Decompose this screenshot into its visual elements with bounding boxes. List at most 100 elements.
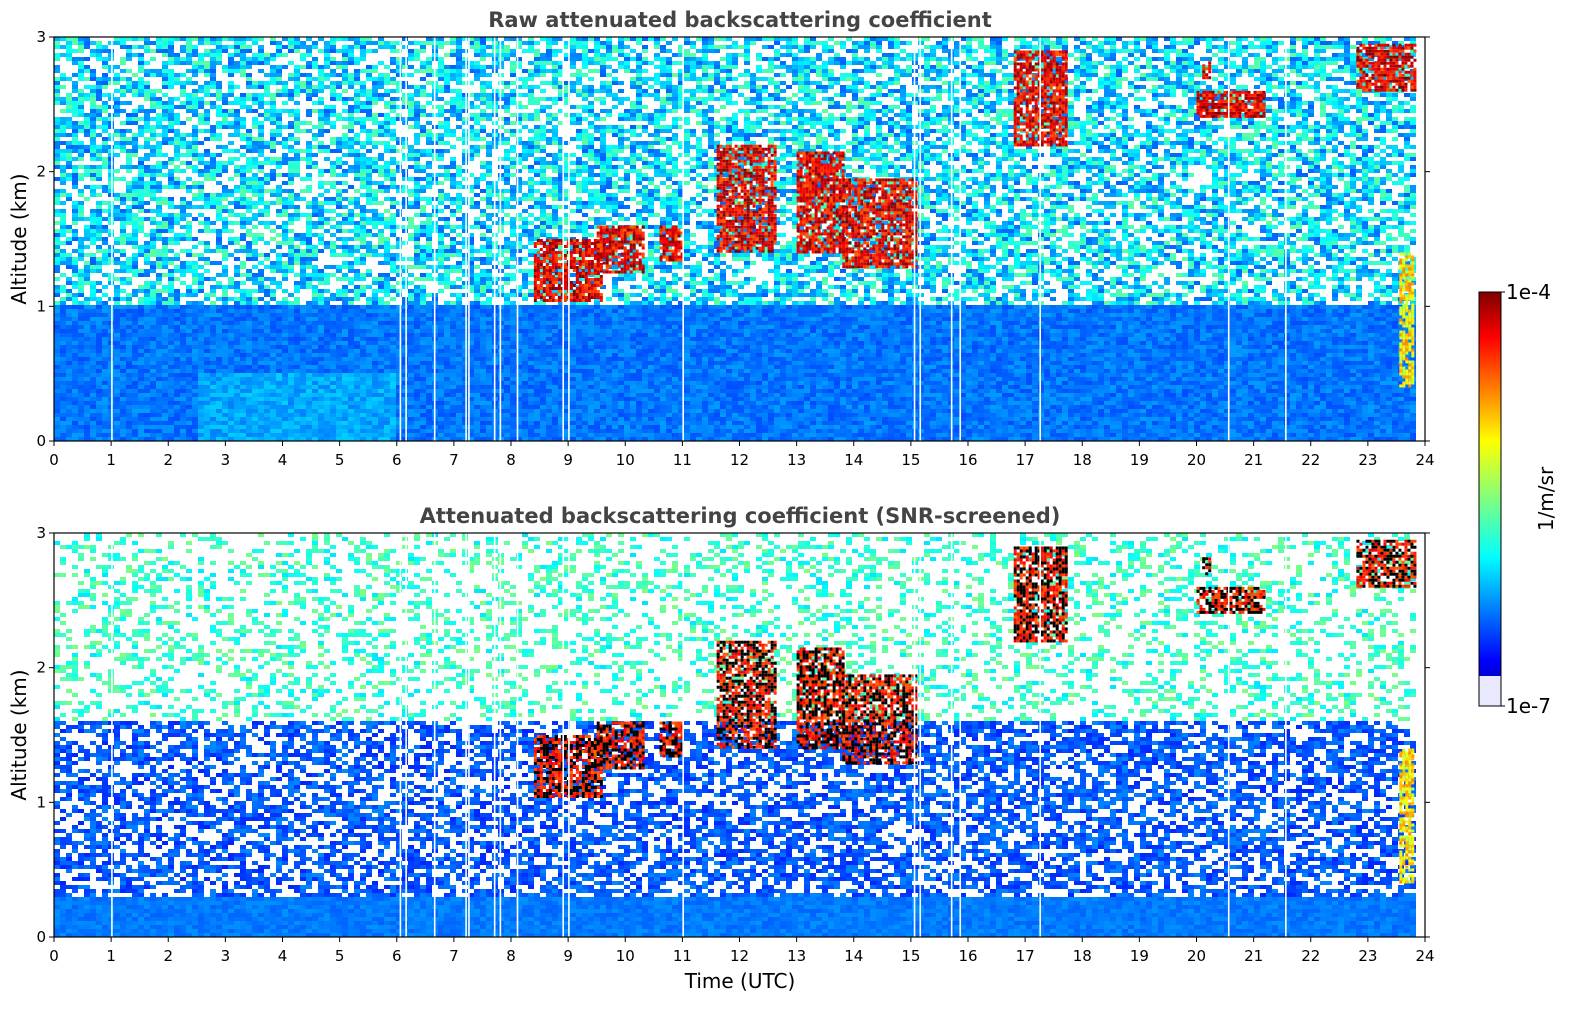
data-gap [517,533,519,937]
data-gap [1039,533,1041,937]
x-tick-label: 14 [844,947,863,965]
colorbar-unit-label: 1/m/sr [1534,466,1558,531]
x-tick-label: 9 [563,451,573,469]
data-gap [465,533,467,937]
x-ticks: 0 1 2 3 4 5 6 7 8 9 10 11 12 13 14 15 16 17 18 19 20 21 22 23 24 [49,937,1434,965]
data-gap [682,37,684,441]
x-tick-label: 13 [787,947,806,965]
x-ticks: 0 1 2 3 4 5 6 7 8 9 10 11 12 13 14 15 16 17 18 19 20 21 22 23 24 [49,441,1434,469]
data-gap [682,533,684,937]
data-gap [405,533,407,937]
y-tick-label: 3 [36,28,46,46]
x-tick-label: 15 [901,947,920,965]
x-tick-label: 6 [392,947,402,965]
cloud-patch [660,226,684,262]
x-tick-label: 8 [506,947,516,965]
x-tick-label: 7 [449,947,459,965]
data-gap [568,37,570,441]
x-tick-label: 1 [106,947,116,965]
panel-raw: Raw attenuated backscattering coefficien… [7,8,1435,469]
cloud-patch [660,722,684,758]
x-tick-label: 23 [1358,947,1377,965]
data-gap [465,37,467,441]
data-gap [111,533,113,937]
data-gap [400,533,402,937]
heatmap-area [54,533,1425,937]
x-tick-label: 13 [787,451,806,469]
cloud-patch [717,145,777,253]
x-tick-label: 4 [278,947,288,965]
colorbar-max-label: 1e-4 [1506,280,1551,304]
x-tick-label: 0 [49,451,59,469]
colorbar-low-band [1479,676,1501,706]
x-tick-label: 19 [1130,451,1149,469]
x-tick-label: 23 [1358,451,1377,469]
data-gap [914,533,916,937]
data-gap [1228,37,1230,441]
data-gap [405,37,407,441]
y-tick-label: 0 [36,928,46,946]
x-tick-label: 0 [49,947,59,965]
x-tick-label: 12 [730,947,749,965]
data-gap [562,37,564,441]
x-tick-label: 22 [1301,947,1320,965]
y-axis-label: Altitude (km) [7,173,31,304]
x-tick-label: 2 [163,451,173,469]
x-tick-label: 12 [730,451,749,469]
y-tick-label: 0 [36,432,46,450]
x-tick-label: 17 [1016,451,1035,469]
x-tick-label: 11 [673,947,692,965]
x-tick-label: 18 [1073,947,1092,965]
x-tick-label: 3 [221,947,231,965]
cloud-patch [1197,91,1266,118]
data-gap [951,37,953,441]
x-tick-label: 6 [392,451,402,469]
data-gap [434,37,436,441]
panel-screened: Attenuated backscattering coefficient (S… [7,504,1435,965]
data-gap [1285,533,1287,937]
data-gap [517,37,519,441]
x-tick-label: 18 [1073,451,1092,469]
y-axis-label: Altitude (km) [7,669,31,800]
x-tick-label: 10 [616,947,635,965]
heatmap-area [54,37,1425,441]
x-tick-label: 21 [1244,947,1263,965]
panel-title: Raw attenuated backscattering coefficien… [488,8,992,32]
data-gap [919,533,921,937]
x-tick-label: 24 [1415,451,1434,469]
data-gap [914,37,916,441]
data-gap [468,533,470,937]
x-axis-label: Time (UTC) [684,969,796,993]
x-tick-label: 9 [563,947,573,965]
data-gap [959,533,961,937]
y-tick-label: 3 [36,524,46,542]
data-gap [500,533,502,937]
x-tick-label: 16 [958,451,977,469]
colorbar-min-label: 1e-7 [1506,694,1551,718]
x-tick-label: 10 [616,451,635,469]
data-gap [468,37,470,441]
data-gap [959,37,961,441]
x-tick-label: 7 [449,451,459,469]
colorbar: 1e-4 1e-7 1/m/sr [1479,280,1558,718]
data-gap [1285,37,1287,441]
x-tick-label: 20 [1187,947,1206,965]
x-tick-label: 15 [901,451,920,469]
x-tick-label: 5 [335,451,345,469]
x-tick-label: 1 [106,451,116,469]
data-gap [494,533,496,937]
x-tick-label: 3 [221,451,231,469]
y-tick-label: 2 [36,659,46,677]
data-gap [400,37,402,441]
data-gap [494,37,496,441]
y-tick-label: 1 [36,297,46,315]
x-tick-label: 24 [1415,947,1434,965]
x-tick-label: 21 [1244,451,1263,469]
data-gap [1228,533,1230,937]
x-tick-label: 19 [1130,947,1149,965]
panel-title: Attenuated backscattering coefficient (S… [420,504,1061,528]
data-gap [500,37,502,441]
x-tick-label: 22 [1301,451,1320,469]
y-tick-label: 1 [36,793,46,811]
